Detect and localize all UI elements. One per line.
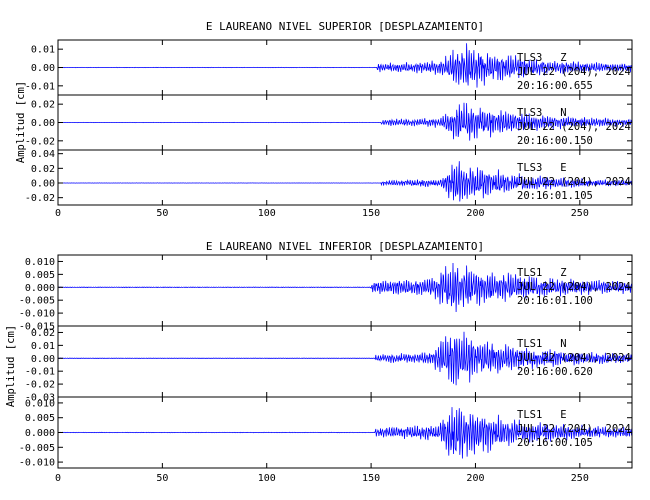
chart-1-panel-1-station-label: TLS1 N [517, 338, 567, 350]
chart-1-panel-0-ytick-label: -0.005 [19, 296, 55, 307]
chart-0-panel-2-frame [57, 149, 633, 206]
chart-0-panel-1-component: N [560, 107, 566, 119]
chart-0-panel-0-component: Z [560, 52, 566, 64]
chart-0-panel-2-date: JUL 22 (204), 2024 [517, 176, 631, 188]
chart-1-panel-2-date: JUL 22 (204), 2024 [517, 423, 631, 435]
chart-0-panel-1-ytick-label: 0.00 [31, 118, 55, 129]
chart-1-panel-0-ytick-label: 0.005 [25, 270, 55, 281]
chart-1-panel-1-ytick-label: 0.01 [31, 341, 55, 352]
chart-0-panel-2-time: 20:16:01.105 [517, 190, 593, 202]
chart-0-panel-0-time: 20:16:00.655 [517, 80, 593, 92]
chart-1-panel-2-component: E [560, 409, 566, 421]
chart-0-xtick-label: 100 [258, 208, 276, 219]
chart-0-panel-0-ytick-label: -0.01 [25, 81, 55, 92]
chart-0-xtick-label: 50 [156, 208, 168, 219]
chart-1-panel-0-time: 20:16:01.100 [517, 295, 593, 307]
chart-1-panel-0-ytick-label: -0.010 [19, 309, 55, 320]
chart-0-panel-2-component: E [560, 162, 566, 174]
chart-1-panel-0-date: JUL 22 (204), 2024 [517, 281, 631, 293]
chart-1-panel-1-ytick-label: 0.02 [31, 328, 55, 339]
chart-0-xtick-label: 250 [571, 208, 589, 219]
chart-0-panel-2-ytick-label: 0.00 [31, 179, 55, 190]
chart-1-panel-2-ytick-label: -0.005 [19, 443, 55, 454]
chart-1-panel-0-component: Z [560, 267, 566, 279]
chart-1-panel-1-component: N [560, 338, 566, 350]
chart-1-panel-0-ytick-label: -0.015 [19, 322, 55, 333]
chart-1-panel-2-time: 20:16:00.105 [517, 437, 593, 449]
chart-title-inferior: E LAUREANO NIVEL INFERIOR [DESPLAZAMIENT… [206, 240, 484, 253]
chart-0-xtick-label: 200 [466, 208, 484, 219]
chart-1-panel-2-trace [57, 407, 633, 459]
chart-1-xtick-label: 250 [571, 473, 589, 484]
chart-0-xtick-label: 150 [362, 208, 380, 219]
chart-0-panel-0-ytick-label: 0.01 [31, 45, 55, 56]
chart-1-panel-1-time: 20:16:00.620 [517, 366, 593, 378]
chart-0-panel-1-station: TLS3 [517, 107, 542, 119]
chart-1-xtick-label: 50 [156, 473, 168, 484]
chart-1-panel-1-ytick-label: -0.01 [25, 367, 55, 378]
chart-0-panel-2-station: TLS3 [517, 162, 542, 174]
chart-1-panel-2-station-label: TLS1 E [517, 409, 567, 421]
chart-1-panel-1-date: JUL 22 (204), 2024 [517, 352, 631, 364]
chart-0-panel-2-ytick-label: 0.04 [31, 149, 55, 160]
chart-0-panel-2-station-label: TLS3 E [517, 162, 567, 174]
chart-0-panel-2-trace [58, 161, 633, 202]
chart-title-superior: E LAUREANO NIVEL SUPERIOR [DESPLAZAMIENT… [206, 20, 484, 33]
chart-0-panel-0-date: JUL 22 (204), 2024 [517, 66, 631, 78]
chart-1-panel-2-ytick-label: 0.005 [25, 413, 55, 424]
chart-1-panel-0-ytick-label: 0.000 [25, 283, 55, 294]
chart-0-panel-1-station-label: TLS3 N [517, 107, 567, 119]
chart-1-xtick-label: 100 [258, 473, 276, 484]
chart-0-panel-1-time: 20:16:00.150 [517, 135, 593, 147]
chart-0-panel-0-trace [57, 43, 633, 88]
y-axis-label-superior: Amplitud [cm] [15, 81, 27, 163]
chart-1-panel-1-ytick-label: -0.02 [25, 380, 55, 391]
chart-1-panel-1-trace [57, 331, 633, 386]
chart-1-panel-0-station: TLS1 [517, 267, 542, 279]
chart-1-panel-0-station-label: TLS1 Z [517, 267, 567, 279]
chart-0-panel-0-station: TLS3 [517, 52, 542, 64]
chart-1-panel-2-station: TLS1 [517, 409, 542, 421]
chart-0-panel-1-ytick-label: 0.02 [31, 100, 55, 111]
plot-area: 0.01 0.00 -0.01 TLS3 Z JUL 22 (204), 2024 20:1… [19, 39, 633, 484]
chart-0-panel-1-date: JUL 22 (204), 2024 [517, 121, 631, 133]
chart-0-panel-0-station-label: TLS3 Z [517, 52, 567, 64]
chart-0-panel-2-ytick-label: -0.02 [25, 193, 55, 204]
chart-1-xtick-label: 150 [362, 473, 380, 484]
chart-1-panel-2-ytick-label: 0.010 [25, 398, 55, 409]
chart-1-panel-1-ytick-label: 0.00 [31, 354, 55, 365]
chart-1-panel-1-ytick-label: -0.03 [25, 393, 55, 404]
chart-0-xtick-label: 0 [55, 208, 61, 219]
chart-1-panel-0-ytick-label: 0.010 [25, 257, 55, 268]
chart-1-xtick-label: 200 [466, 473, 484, 484]
chart-0-panel-2-ytick-label: 0.02 [31, 164, 55, 175]
chart-1-panel-2-ytick-label: 0.000 [25, 428, 55, 439]
chart-0-panel-0-ytick-label: 0.00 [31, 63, 55, 74]
chart-0-panel-1-ytick-label: -0.02 [25, 136, 55, 147]
chart-0-panel-1-trace [58, 102, 633, 141]
chart-1-panel-2-ytick-label: -0.010 [19, 458, 55, 469]
chart-1-panel-0-trace [57, 262, 633, 313]
y-axis-label-inferior: Amplitud [cm] [5, 325, 17, 407]
chart-1-xtick-label: 0 [55, 473, 61, 484]
chart-1-panel-1-station: TLS1 [517, 338, 542, 350]
